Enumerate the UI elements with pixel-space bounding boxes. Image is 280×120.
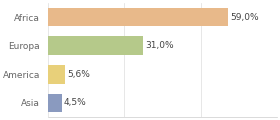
Text: 59,0%: 59,0% [231,13,259,22]
Text: 4,5%: 4,5% [64,98,87,107]
Bar [48,36,143,55]
Bar [48,8,228,26]
Bar [48,65,65,84]
Text: 31,0%: 31,0% [145,41,174,50]
Bar [48,94,62,112]
Text: 5,6%: 5,6% [67,70,90,79]
